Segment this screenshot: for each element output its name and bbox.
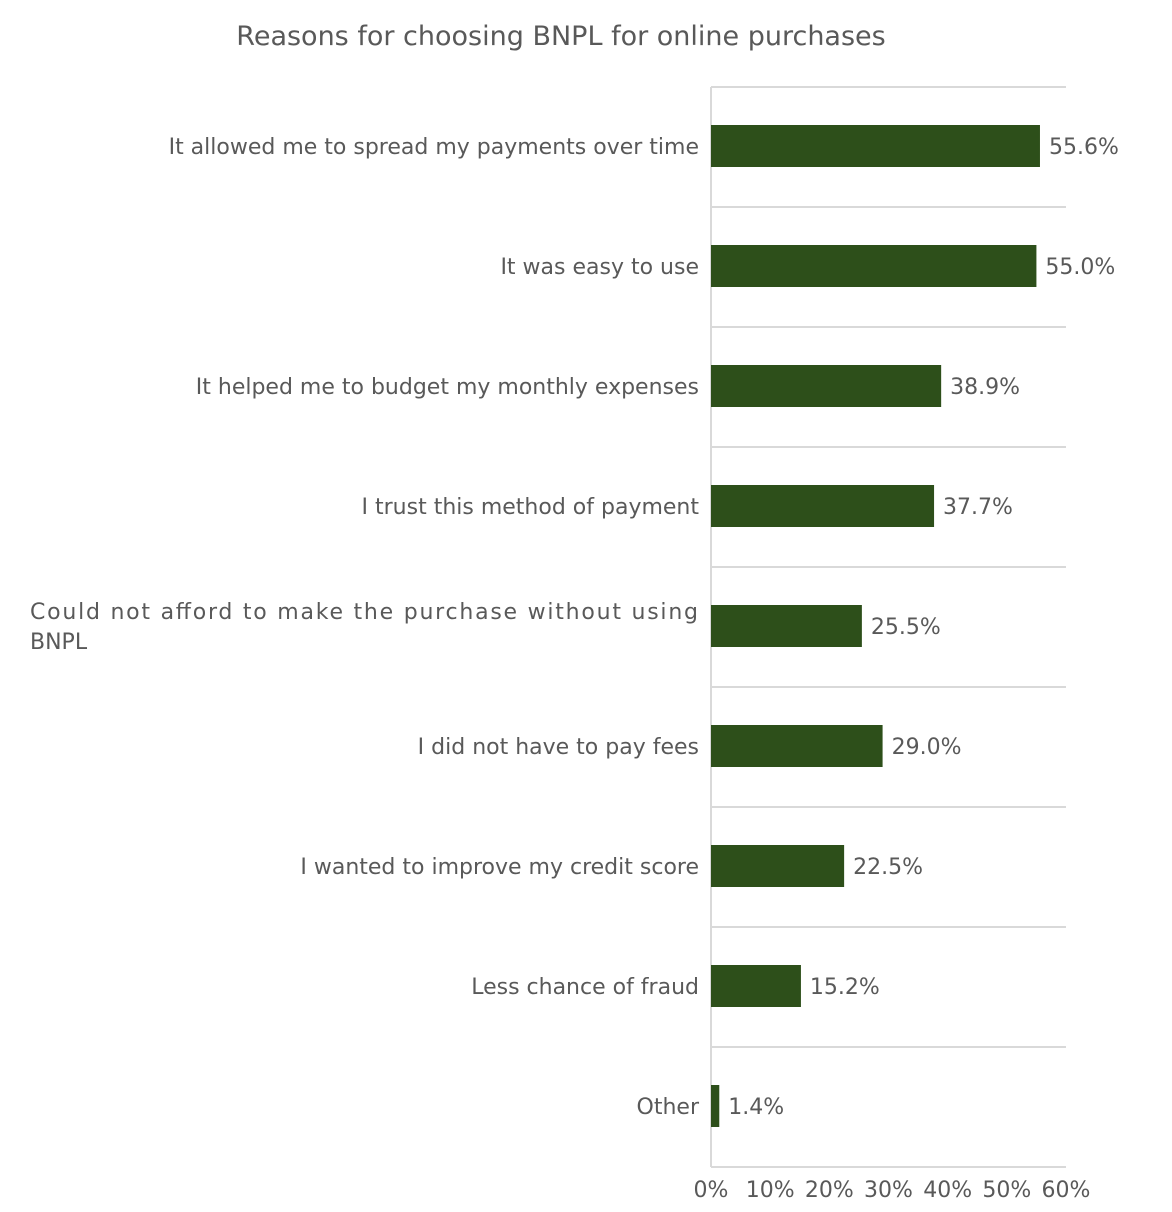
bar xyxy=(711,1085,720,1127)
category-label: Other xyxy=(637,1095,700,1120)
bar xyxy=(711,605,862,647)
x-tick-label: 0% xyxy=(694,1178,729,1203)
category-label: I did not have to pay fees xyxy=(418,735,699,760)
x-axis-ticks: 0% 10% 20% 30% 40% 50% 60% xyxy=(694,1178,1091,1203)
x-tick-label: 40% xyxy=(923,1178,972,1203)
category-label: I trust this method of payment xyxy=(362,495,700,520)
bar xyxy=(711,725,883,767)
bar xyxy=(711,365,942,407)
category-label: Less chance of fraud xyxy=(471,975,699,1000)
category-label: It was easy to use xyxy=(500,255,699,280)
data-label: 55.6% xyxy=(1049,135,1119,160)
bar xyxy=(711,845,845,887)
bars: 55.6% It allowed me to spread my payments… xyxy=(30,125,1119,1127)
data-label: 38.9% xyxy=(950,375,1020,400)
data-label: 37.7% xyxy=(943,495,1013,520)
category-label: It allowed me to spread my payments over… xyxy=(169,135,699,160)
bar xyxy=(711,245,1037,287)
chart-title: Reasons for choosing BNPL for online pur… xyxy=(236,21,885,52)
category-label: I wanted to improve my credit score xyxy=(300,855,699,880)
bar xyxy=(711,125,1040,167)
data-label: 15.2% xyxy=(810,975,880,1000)
x-tick-label: 20% xyxy=(805,1178,854,1203)
x-tick-label: 10% xyxy=(746,1178,795,1203)
x-tick-label: 60% xyxy=(1042,1178,1091,1203)
category-label: Could not afford to make the purchase wi… xyxy=(30,600,698,655)
bar xyxy=(711,485,935,527)
data-label: 29.0% xyxy=(892,735,962,760)
data-label: 22.5% xyxy=(853,855,923,880)
data-label: 1.4% xyxy=(728,1095,784,1120)
bar xyxy=(711,965,801,1007)
x-tick-label: 50% xyxy=(982,1178,1031,1203)
data-label: 25.5% xyxy=(871,615,941,640)
data-label: 55.0% xyxy=(1045,255,1115,280)
x-tick-label: 30% xyxy=(864,1178,913,1203)
category-label: It helped me to budget my monthly expens… xyxy=(196,375,699,400)
